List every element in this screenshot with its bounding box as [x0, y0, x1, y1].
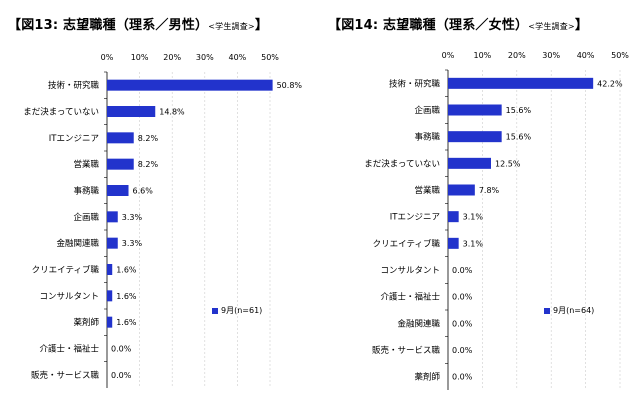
data-label: 50.8%: [277, 81, 303, 90]
bar: [107, 264, 113, 275]
category-label: 技術・研究職: [389, 78, 441, 89]
data-label: 1.6%: [116, 318, 137, 327]
category-label: 事務職: [73, 186, 99, 197]
category-label: 介護士・福祉士: [39, 344, 99, 355]
category-label: 営業職: [414, 185, 440, 196]
x-tick-label: 20%: [163, 53, 181, 62]
category-label: 企画職: [73, 212, 99, 223]
bar: [448, 104, 502, 116]
category-label: クリエイティブ職: [32, 265, 100, 276]
category-label: 金融関連職: [56, 238, 99, 249]
bar: [107, 316, 113, 328]
data-label: 12.5%: [495, 159, 521, 168]
data-label: 0.0%: [452, 319, 473, 328]
legend-swatch: [212, 307, 218, 314]
bar: [448, 237, 459, 249]
bar: [107, 185, 129, 196]
bar: [107, 158, 134, 170]
data-label: 3.1%: [463, 239, 484, 248]
category-label: ITエンジニア: [390, 213, 440, 223]
chart-subtitle: <学生調査>: [528, 22, 575, 31]
chart-title-end: 】: [574, 18, 589, 33]
bar: [107, 211, 118, 223]
bar: [448, 211, 459, 223]
data-label: 42.2%: [597, 79, 623, 88]
chart-panel-right: 【図14: 志望職種（理系／女性）<学生調査>】 0% 10% 20% 30% 40% 5…: [320, 0, 640, 400]
category-label: 企画職: [414, 105, 440, 116]
category-label: 金融関連職: [397, 318, 440, 329]
chart-legend: 9月(n=64): [544, 305, 594, 316]
category-label: まだ決まっていない: [364, 158, 440, 169]
data-label: 0.0%: [452, 346, 473, 355]
x-tick-label: 0%: [442, 51, 455, 60]
category-label: 薬剤師: [414, 372, 440, 383]
category-label: ITエンジニア: [49, 134, 99, 144]
data-label: 3.3%: [122, 213, 143, 222]
category-label: 販売・サービス職: [372, 345, 441, 356]
bar: [448, 77, 594, 89]
legend-label: 9月(n=64): [553, 306, 595, 315]
bar: [107, 106, 156, 117]
chart-panel-left: 【図13: 志望職種（理系／男性）<学生調査>】 0% 10% 20% 30% 40% 5…: [8, 14, 303, 388]
legend-label: 9月(n=61): [221, 306, 263, 315]
chart-title-text: 【図13: 志望職種（理系／男性）: [8, 18, 209, 33]
chart-title-end: 】: [254, 18, 269, 33]
category-label: 技術・研究職: [48, 80, 100, 91]
bar: [107, 237, 118, 249]
x-tick-label: 0%: [101, 53, 114, 62]
x-tick-label: 40%: [229, 53, 247, 62]
bar: [448, 184, 475, 196]
data-label: 8.2%: [138, 160, 159, 169]
chart-title: 【図13: 志望職種（理系／男性）<学生調査>】: [8, 14, 268, 33]
category-label: 営業職: [73, 159, 99, 170]
data-label: 0.0%: [111, 371, 132, 380]
category-label: コンサルタント: [380, 266, 440, 276]
bar-chart-right: 0% 10% 20% 30% 40% 50% 技術・研究職 42.2% 企画職 15.6% 事務職 1…: [364, 51, 629, 390]
data-label: 15.6%: [506, 133, 532, 142]
x-tick-label: 50%: [261, 53, 279, 62]
x-tick-label: 10%: [131, 53, 149, 62]
data-label: 8.2%: [138, 134, 159, 143]
x-tick-label: 40%: [577, 51, 595, 60]
data-label: 0.0%: [452, 293, 473, 302]
chart-subtitle: <学生調査>: [208, 22, 255, 31]
data-label: 3.1%: [463, 213, 484, 222]
data-label: 14.8%: [159, 108, 185, 117]
data-label: 3.3%: [122, 239, 143, 248]
bar: [448, 131, 502, 143]
x-tick-label: 30%: [196, 53, 214, 62]
data-label: 15.6%: [506, 106, 532, 115]
x-tick-label: 50%: [611, 51, 629, 60]
bar: [107, 79, 273, 91]
category-label: 販売・サービス職: [31, 370, 100, 381]
data-label: 0.0%: [452, 266, 473, 275]
bar-chart-left: 0% 10% 20% 30% 40% 50% 技術・研究職 50.8% まだ決まっていない 14.…: [23, 53, 303, 388]
data-label: 0.0%: [111, 345, 132, 354]
data-label: 7.8%: [479, 186, 500, 195]
category-label: 薬剤師: [73, 317, 99, 328]
data-label: 1.6%: [116, 266, 137, 275]
category-label: クリエイティブ職: [373, 238, 441, 249]
data-label: 0.0%: [452, 373, 473, 382]
category-label: コンサルタント: [39, 292, 99, 302]
category-label: 介護士・福祉士: [380, 292, 440, 303]
chart-title: 【図14: 志望職種（理系／女性）<学生調査>】: [328, 14, 588, 33]
x-tick-label: 20%: [508, 51, 526, 60]
chart-legend: 9月(n=61): [212, 305, 262, 316]
data-label: 6.6%: [133, 187, 154, 196]
x-tick-label: 10%: [474, 51, 492, 60]
bar: [107, 132, 134, 144]
category-label: まだ決まっていない: [23, 107, 99, 118]
chart-title-text: 【図14: 志望職種（理系／女性）: [328, 18, 529, 33]
data-label: 1.6%: [116, 292, 137, 301]
x-tick-label: 30%: [542, 51, 560, 60]
category-label: 事務職: [414, 132, 440, 143]
bar: [448, 157, 491, 169]
bar: [107, 290, 113, 302]
legend-swatch: [544, 307, 550, 314]
